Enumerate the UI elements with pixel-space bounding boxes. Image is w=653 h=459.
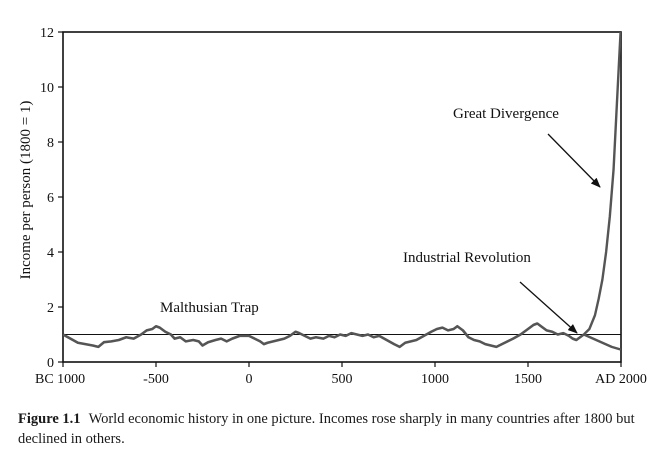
x-tick-label: BC 1000 xyxy=(35,372,85,387)
caption-text: World economic history in one picture. I… xyxy=(18,411,635,447)
y-tick-label: 8 xyxy=(47,136,54,151)
series-layer xyxy=(63,32,621,351)
y-tick-label: 0 xyxy=(47,356,54,371)
figure-label: Figure 1.1 xyxy=(18,411,81,427)
chart-axes xyxy=(58,31,622,367)
x-tick-label: 1000 xyxy=(421,372,449,387)
malthusian-series-line xyxy=(63,322,585,349)
y-tick-label: 10 xyxy=(40,81,54,96)
annotations: Malthusian Trap Industrial Revolution Gr… xyxy=(160,106,601,334)
y-tick-label: 6 xyxy=(47,191,54,206)
annotation-industrial-revolution: Industrial Revolution xyxy=(403,250,531,266)
x-tick-label: AD 2000 xyxy=(595,372,647,387)
figure-caption: Figure 1.1 World economic history in one … xyxy=(18,409,638,449)
divergence-rich-series-line xyxy=(582,32,621,336)
tick-labels: 0 2 4 6 8 10 12 BC 1000 -500 0 500 1000 1500 AD 2000 xyxy=(35,26,647,387)
x-tick-label: 1500 xyxy=(514,372,542,387)
y-tick-label: 12 xyxy=(40,26,54,41)
y-tick-label: 4 xyxy=(47,246,54,261)
annotation-great-divergence: Great Divergence xyxy=(453,106,559,122)
y-tick-label: 2 xyxy=(47,301,54,316)
plot-frame xyxy=(62,31,622,363)
annotation-malthusian-trap: Malthusian Trap xyxy=(160,300,259,316)
arrow-great-divergence xyxy=(547,133,601,188)
y-axis-label: Income per person (1800 = 1) xyxy=(18,101,34,280)
x-tick-label: -500 xyxy=(143,372,169,387)
x-tick-label: 0 xyxy=(246,372,253,387)
arrow-industrial-revolution xyxy=(519,281,578,334)
x-tick-label: 500 xyxy=(332,372,353,387)
divergence-poor-series-line xyxy=(583,333,621,351)
